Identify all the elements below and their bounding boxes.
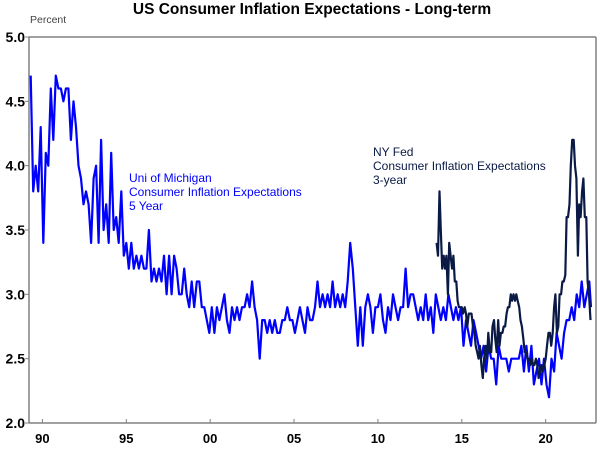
x-tick-label: 05 <box>287 431 301 446</box>
y-tick-label: 5.0 <box>6 29 26 45</box>
chart-title: US Consumer Inflation Expectations - Lon… <box>133 1 491 18</box>
annotation-nyfed: NY Fed Consumer Inflation Expectations 3-y… <box>373 145 546 187</box>
annotation-line: 3-year <box>373 173 407 187</box>
y-tick-label: 4.0 <box>6 158 26 174</box>
series-line-nyfed-3yr <box>435 138 592 380</box>
y-tick-label: 3.0 <box>6 286 26 302</box>
y-tick-label: 4.5 <box>6 93 26 109</box>
annotation-michigan: Uni of Michigan Consumer Inflation Expect… <box>129 171 302 213</box>
y-tick-label: 2.0 <box>6 415 26 431</box>
annotation-line: 5 Year <box>129 199 163 213</box>
series-line-michigan-5yr <box>29 74 593 399</box>
annotation-line: Consumer Inflation Expectations <box>129 185 302 199</box>
x-tick-label: 15 <box>455 431 469 446</box>
x-axis: 90 95 00 05 10 15 20 <box>35 419 553 446</box>
x-tick-label: 90 <box>35 431 49 446</box>
x-tick-label: 95 <box>119 431 133 446</box>
x-tick-label: 00 <box>203 431 217 446</box>
annotation-line: Consumer Inflation Expectations <box>373 159 546 173</box>
y-tick-label: 3.5 <box>6 222 26 238</box>
y-tick-label: 2.5 <box>6 351 26 367</box>
y-axis-label: Percent <box>30 14 66 26</box>
annotations: Uni of Michigan Consumer Inflation Expect… <box>129 145 546 213</box>
x-tick-label: 10 <box>371 431 385 446</box>
y-axis: 2.0 2.5 3.0 3.5 4.0 4.5 5.0 <box>6 29 29 431</box>
x-tick-label: 20 <box>538 431 552 446</box>
annotation-line: Uni of Michigan <box>129 171 212 185</box>
series-group <box>29 74 593 399</box>
annotation-line: NY Fed <box>373 145 413 159</box>
